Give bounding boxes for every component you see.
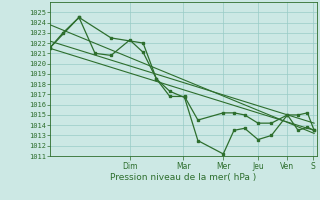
X-axis label: Pression niveau de la mer( hPa ): Pression niveau de la mer( hPa ) xyxy=(110,173,256,182)
